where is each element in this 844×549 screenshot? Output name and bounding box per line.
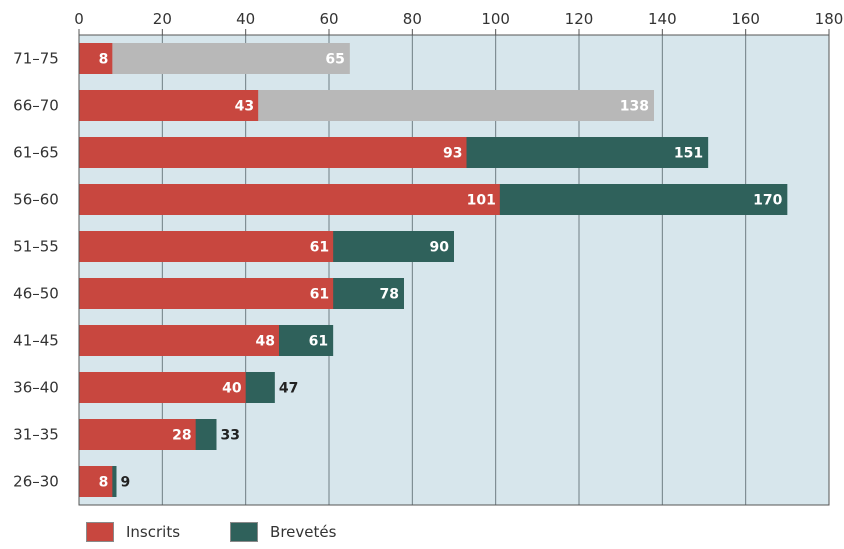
data-label-brevetes-3: 170 [753,193,782,209]
bar-inscrits-8 [79,419,196,450]
legend-item-brevetes: Brevetés [230,522,336,542]
legend-label-inscrits: Inscrits [126,523,181,541]
bar-inscrits-0 [79,43,113,74]
data-label-brevetes-1: 138 [620,99,649,115]
bar-inscrits-9 [79,466,113,497]
tick-label-x-180: 180 [815,10,844,28]
category-label-3: 56–60 [13,191,59,209]
legend-item-inscrits: Inscrits [86,522,180,542]
legend: Inscrits Brevetés [86,522,386,542]
bar-brevetes-0 [79,43,350,74]
data-label-brevetes-7: 47 [279,381,298,397]
bar-inscrits-1 [79,90,259,121]
tick-label-x-80: 80 [403,10,422,28]
data-label-inscrits-2: 93 [443,146,462,162]
bar-inscrits-6 [79,325,279,356]
data-label-brevetes-5: 78 [380,287,399,303]
bar-inscrits-7 [79,372,246,403]
bar-inscrits-2 [79,137,467,168]
data-label-brevetes-8: 33 [221,428,240,444]
data-label-inscrits-9: 8 [99,475,109,491]
category-label-9: 26–30 [13,473,59,491]
tick-label-x-0: 0 [74,10,84,28]
data-label-brevetes-2: 151 [674,146,703,162]
tick-label-x-120: 120 [565,10,594,28]
category-label-5: 46–50 [13,285,59,303]
data-label-inscrits-6: 48 [256,334,275,350]
tick-label-x-100: 100 [481,10,510,28]
data-label-inscrits-5: 61 [310,287,329,303]
data-label-inscrits-3: 101 [467,193,496,209]
category-label-2: 61–65 [13,144,59,162]
category-label-7: 36–40 [13,379,59,397]
category-label-6: 41–45 [13,332,59,350]
plot-border [78,34,830,506]
tick-label-x-40: 40 [236,10,255,28]
category-label-4: 51–55 [13,238,59,256]
data-label-inscrits-4: 61 [310,240,329,256]
data-label-brevetes-4: 90 [430,240,450,256]
bar-inscrits-3 [79,184,500,215]
data-label-brevetes-0: 65 [325,52,344,68]
tick-label-x-20: 20 [153,10,172,28]
bar-inscrits-5 [79,278,334,309]
data-label-brevetes-9: 9 [121,475,131,491]
category-label-0: 71–75 [13,50,59,68]
data-label-inscrits-8: 28 [172,428,191,444]
data-label-inscrits-7: 40 [222,381,242,397]
tick-label-x-160: 160 [731,10,760,28]
legend-swatch-brevetes [230,522,259,542]
legend-label-brevetes: Brevetés [270,523,337,541]
category-label-8: 31–35 [13,426,59,444]
data-label-inscrits-1: 43 [235,99,254,115]
category-label-1: 66–70 [13,97,59,115]
legend-swatch-inscrits [86,522,114,542]
data-label-inscrits-0: 8 [99,52,109,68]
tick-label-x-60: 60 [319,10,338,28]
tick-label-x-140: 140 [648,10,677,28]
bar-inscrits-4 [79,231,334,262]
data-label-brevetes-6: 61 [309,334,328,350]
